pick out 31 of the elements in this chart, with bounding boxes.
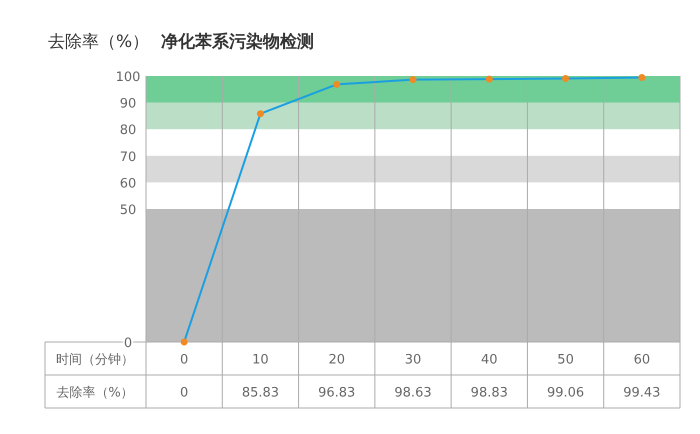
y-axis-title: 去除率（%） — [48, 32, 150, 52]
point — [410, 76, 416, 84]
chart-title: 净化苯系污染物检测 — [161, 32, 314, 52]
data-label: 96.83 — [318, 386, 356, 400]
point — [256, 110, 264, 118]
x-axis-title: 时间（分钟） — [56, 352, 134, 368]
data-label: 0 — [180, 386, 188, 400]
point — [180, 338, 188, 346]
y-tick-label: 100 — [116, 70, 140, 85]
x-tick-label: 20 — [328, 352, 345, 368]
x-tick-label: 60 — [634, 352, 650, 368]
y-tick-label: 70 — [120, 150, 136, 165]
text: 去除率（%） — [56, 384, 134, 400]
data-label: 99.06 — [546, 386, 584, 400]
data-label: 98.63 — [394, 386, 432, 400]
y-tick-label: 60 — [120, 176, 136, 192]
data-label: 98.83 — [470, 386, 508, 400]
point — [638, 74, 646, 82]
point — [486, 76, 493, 83]
x-tick-label: 30 — [404, 352, 422, 368]
point — [333, 80, 340, 88]
y-tick-label: 90 — [120, 96, 136, 112]
point — [562, 75, 570, 82]
x-tick-label: 0 — [180, 352, 188, 368]
x-tick-label: 50 — [557, 352, 574, 368]
y-tick-label: 80 — [120, 123, 136, 138]
y-tick-label: 50 — [120, 203, 136, 218]
data-label: 85.83 — [242, 386, 280, 400]
data-label: 99.43 — [623, 386, 660, 400]
x-tick-label: 40 — [481, 352, 498, 368]
x-tick-label: 10 — [252, 352, 269, 368]
